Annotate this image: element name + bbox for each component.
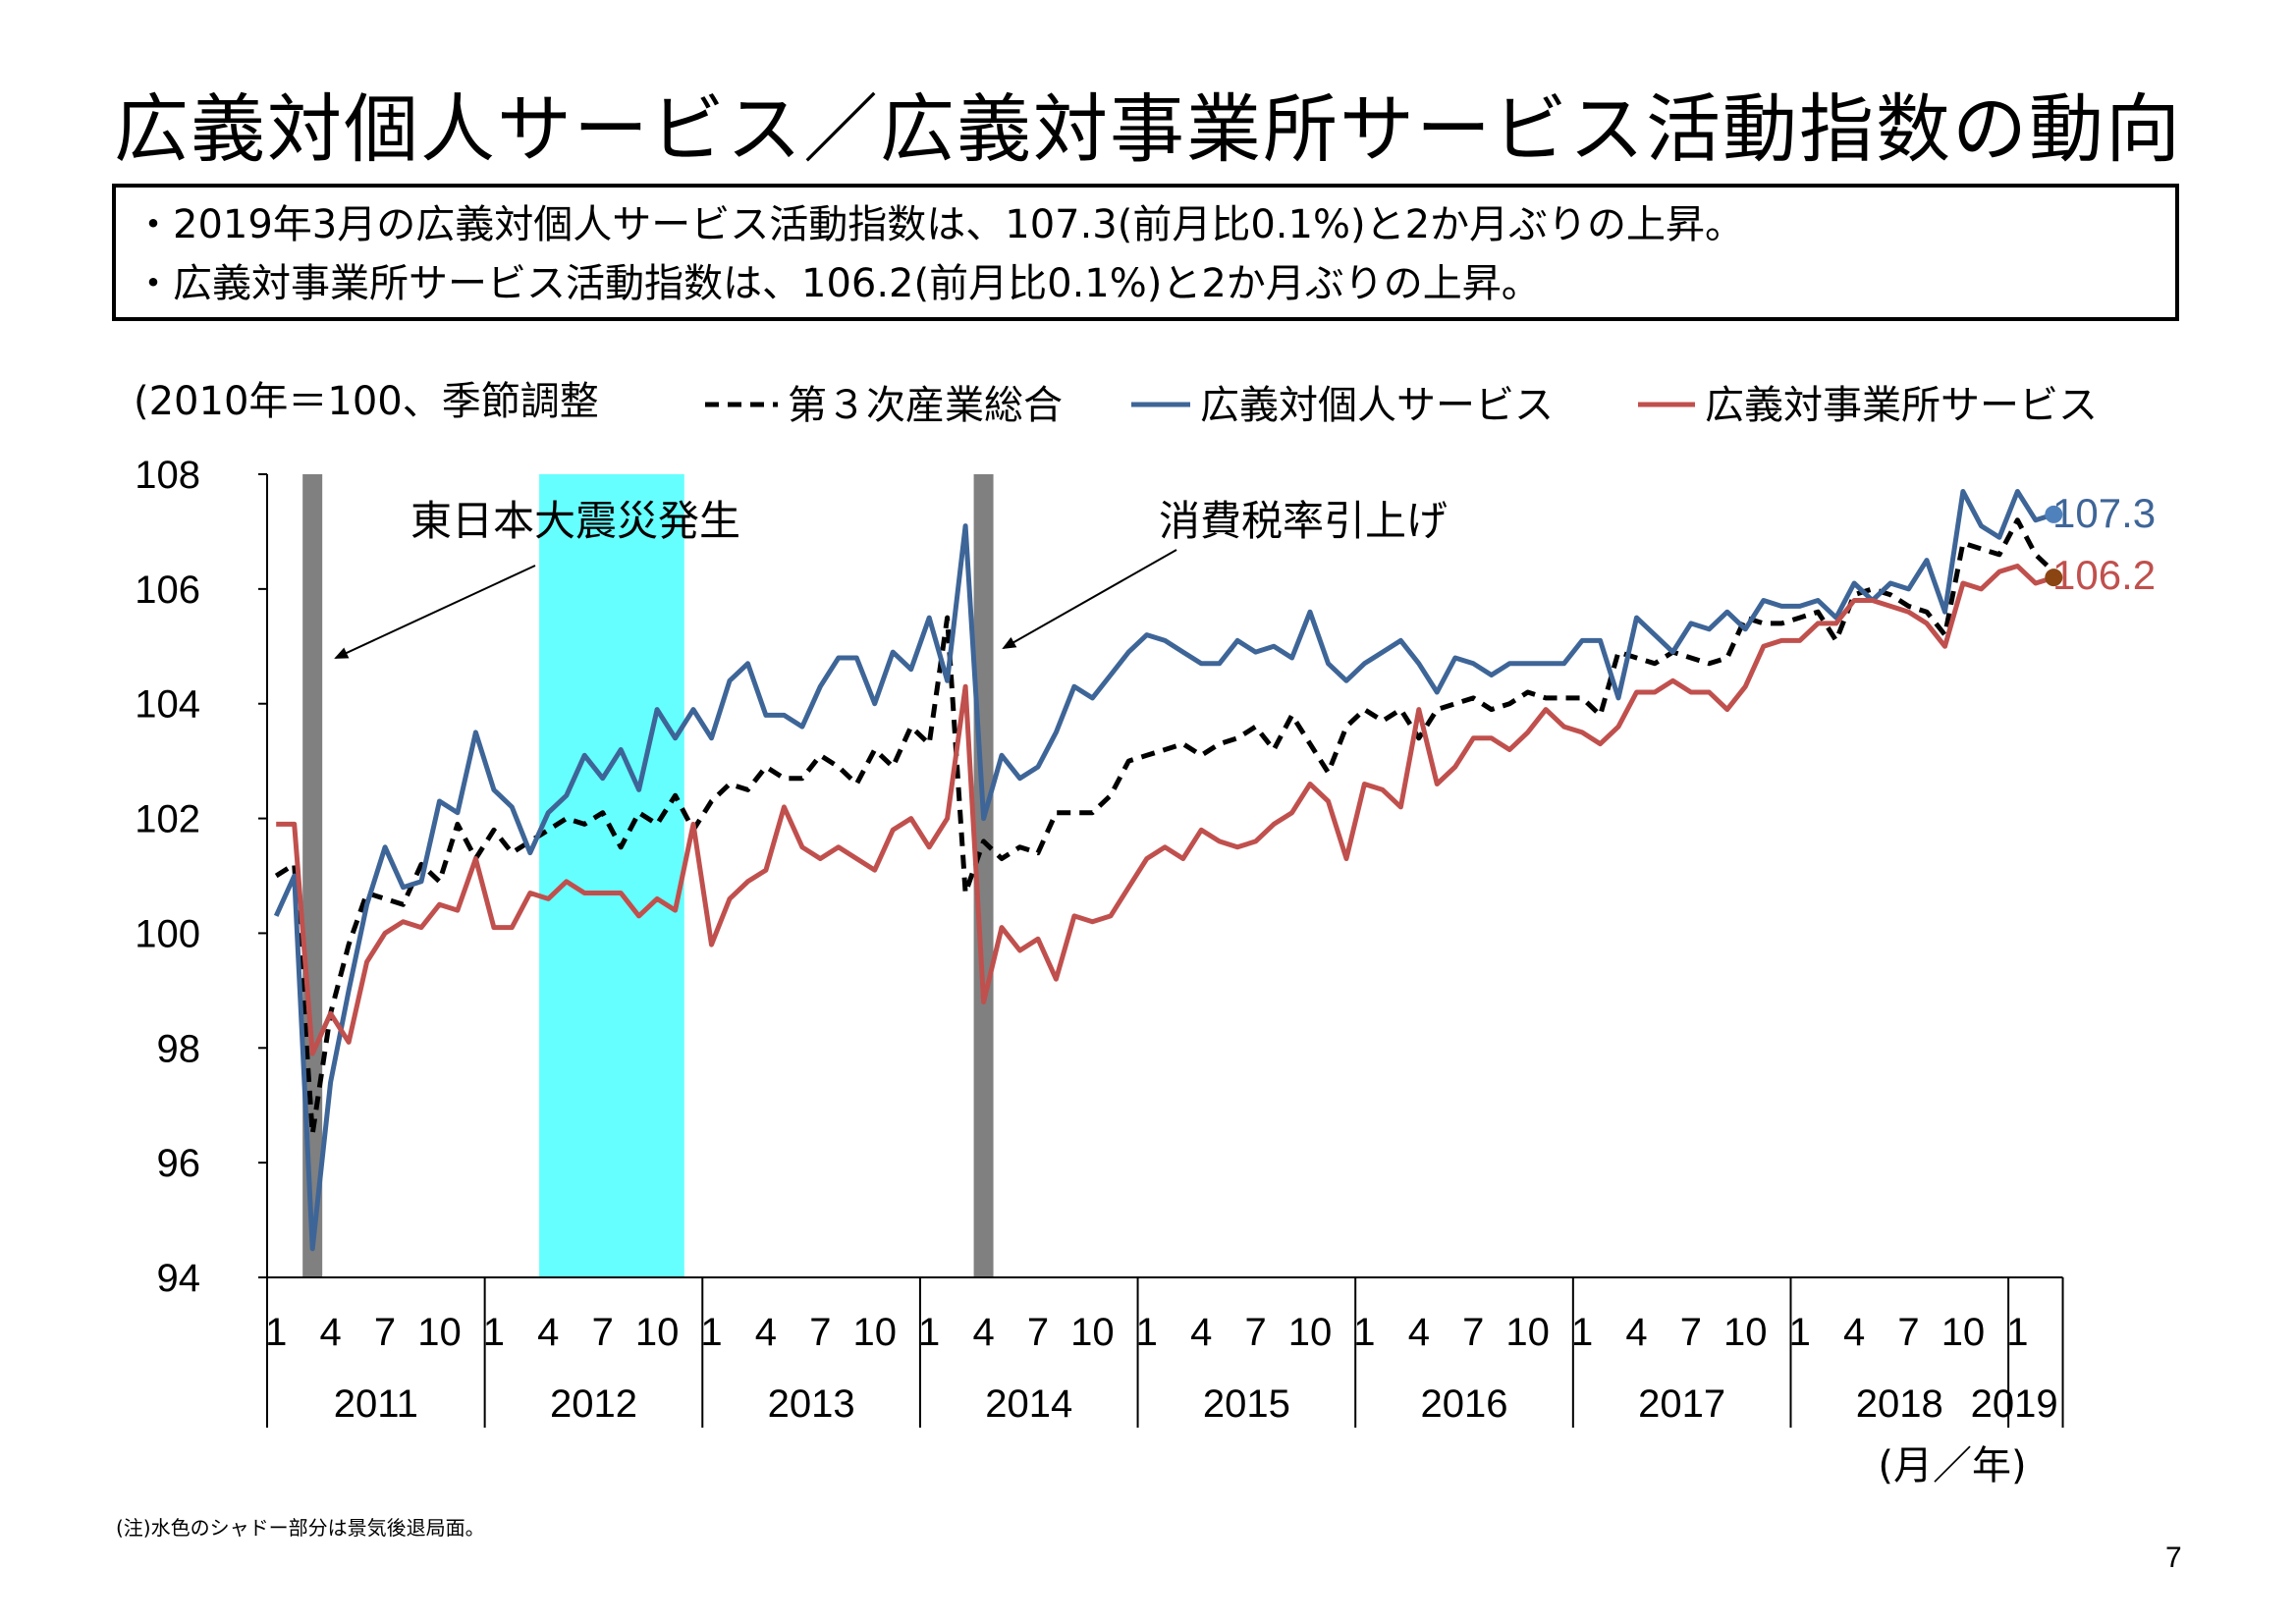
x-year-label: 2018 bbox=[1856, 1382, 1943, 1426]
x-month-label: 1 bbox=[1789, 1311, 1811, 1354]
x-month-label: 7 bbox=[1897, 1311, 1919, 1354]
endpoint-marker-business bbox=[2045, 568, 2063, 587]
series-line-tertiary bbox=[274, 517, 2056, 1137]
page-number: 7 bbox=[2165, 1542, 2182, 1574]
x-year-label: 2019 bbox=[1971, 1382, 2058, 1426]
x-month-label: 10 bbox=[1941, 1311, 1986, 1354]
x-month-label: 7 bbox=[592, 1311, 614, 1354]
x-month-label: 7 bbox=[1680, 1311, 1702, 1354]
x-month-label: 4 bbox=[1625, 1311, 1647, 1354]
legend-label-personal: 広義対個人サービス bbox=[1200, 383, 1554, 428]
x-month-label: 10 bbox=[1505, 1311, 1550, 1354]
x-month-label: 1 bbox=[1353, 1311, 1375, 1354]
unit-note: (2010年＝100、季節調整 bbox=[134, 379, 599, 424]
x-month-label: 4 bbox=[1408, 1311, 1430, 1354]
x-month-label: 4 bbox=[537, 1311, 559, 1354]
x-month-label: 10 bbox=[1723, 1311, 1768, 1354]
x-month-label: 7 bbox=[1462, 1311, 1484, 1354]
x-year-label: 2017 bbox=[1638, 1382, 1725, 1426]
y-tick-label: 108 bbox=[135, 454, 200, 497]
x-month-label: 7 bbox=[1244, 1311, 1266, 1354]
y-tick-label: 106 bbox=[135, 568, 200, 612]
y-tick-label: 100 bbox=[135, 912, 200, 955]
endpoint-marker-personal bbox=[2045, 505, 2063, 523]
y-tick-label: 104 bbox=[135, 683, 200, 727]
x-month-label: 4 bbox=[1843, 1311, 1865, 1354]
annotation-label-1: 東日本大震災発生 bbox=[410, 497, 740, 545]
x-month-label: 10 bbox=[417, 1311, 462, 1354]
slide-title: 広義対個人サービス／広義対事業所サービス活動指数の動向 bbox=[114, 85, 2182, 173]
x-month-label: 4 bbox=[1190, 1311, 1212, 1354]
annotation-arrow-1 bbox=[334, 565, 536, 659]
x-month-label: 10 bbox=[852, 1311, 897, 1354]
x-month-label: 4 bbox=[972, 1311, 994, 1354]
y-tick-label: 98 bbox=[157, 1027, 201, 1070]
footnote: (注)水色のシャドー部分は景気後退局面。 bbox=[116, 1516, 485, 1540]
x-month-label: 1 bbox=[1571, 1311, 1593, 1354]
x-month-label: 1 bbox=[700, 1311, 722, 1354]
legend-label-business: 広義対事業所サービス bbox=[1705, 383, 2098, 428]
x-month-label: 10 bbox=[635, 1311, 680, 1354]
summary-box: ・2019年3月の広義対個人サービス活動指数は、107.3(前月比0.1%)と2… bbox=[112, 184, 2179, 321]
y-tick-label: 102 bbox=[135, 798, 200, 841]
x-month-label: 1 bbox=[1136, 1311, 1158, 1354]
x-year-label: 2014 bbox=[985, 1382, 1072, 1426]
recession-shade bbox=[539, 474, 684, 1277]
x-year-label: 2011 bbox=[334, 1382, 418, 1426]
x-month-label: 1 bbox=[265, 1311, 287, 1354]
x-month-label: 10 bbox=[1070, 1311, 1115, 1354]
x-month-label: 4 bbox=[755, 1311, 777, 1354]
y-tick-label: 96 bbox=[157, 1142, 201, 1185]
x-month-label: 1 bbox=[2006, 1311, 2028, 1354]
x-month-label: 1 bbox=[918, 1311, 940, 1354]
x-month-label: 1 bbox=[483, 1311, 505, 1354]
x-axis-unit-label: (月／年) bbox=[1878, 1443, 2026, 1489]
y-tick-label: 94 bbox=[157, 1257, 201, 1300]
x-month-label: 7 bbox=[1027, 1311, 1049, 1354]
end-label-personal: 107.3 bbox=[2052, 490, 2156, 536]
legend-label-tertiary: 第３次産業総合 bbox=[788, 383, 1063, 428]
series-line-personal bbox=[273, 489, 2055, 1252]
series-line-business bbox=[276, 564, 2055, 1056]
end-label-business: 106.2 bbox=[2052, 552, 2156, 598]
x-month-label: 7 bbox=[809, 1311, 831, 1354]
annotation-label-2: 消費税率引上げ bbox=[1159, 497, 1448, 545]
x-year-label: 2015 bbox=[1203, 1382, 1290, 1426]
x-month-label: 10 bbox=[1288, 1311, 1333, 1354]
x-year-label: 2012 bbox=[550, 1382, 637, 1426]
event-bar-2 bbox=[973, 474, 994, 1277]
annotation-arrow-2 bbox=[1002, 549, 1177, 649]
summary-line-personal: ・2019年3月の広義対個人サービス活動指数は、107.3(前月比0.1%)と2… bbox=[134, 202, 1745, 247]
x-year-label: 2013 bbox=[768, 1382, 855, 1426]
summary-line-business: ・広義対事業所サービス活動指数は、106.2(前月比0.1%)と2か月ぶりの上昇… bbox=[134, 261, 1541, 306]
x-month-label: 4 bbox=[320, 1311, 342, 1354]
x-month-label: 7 bbox=[374, 1311, 396, 1354]
x-year-label: 2016 bbox=[1421, 1382, 1508, 1426]
